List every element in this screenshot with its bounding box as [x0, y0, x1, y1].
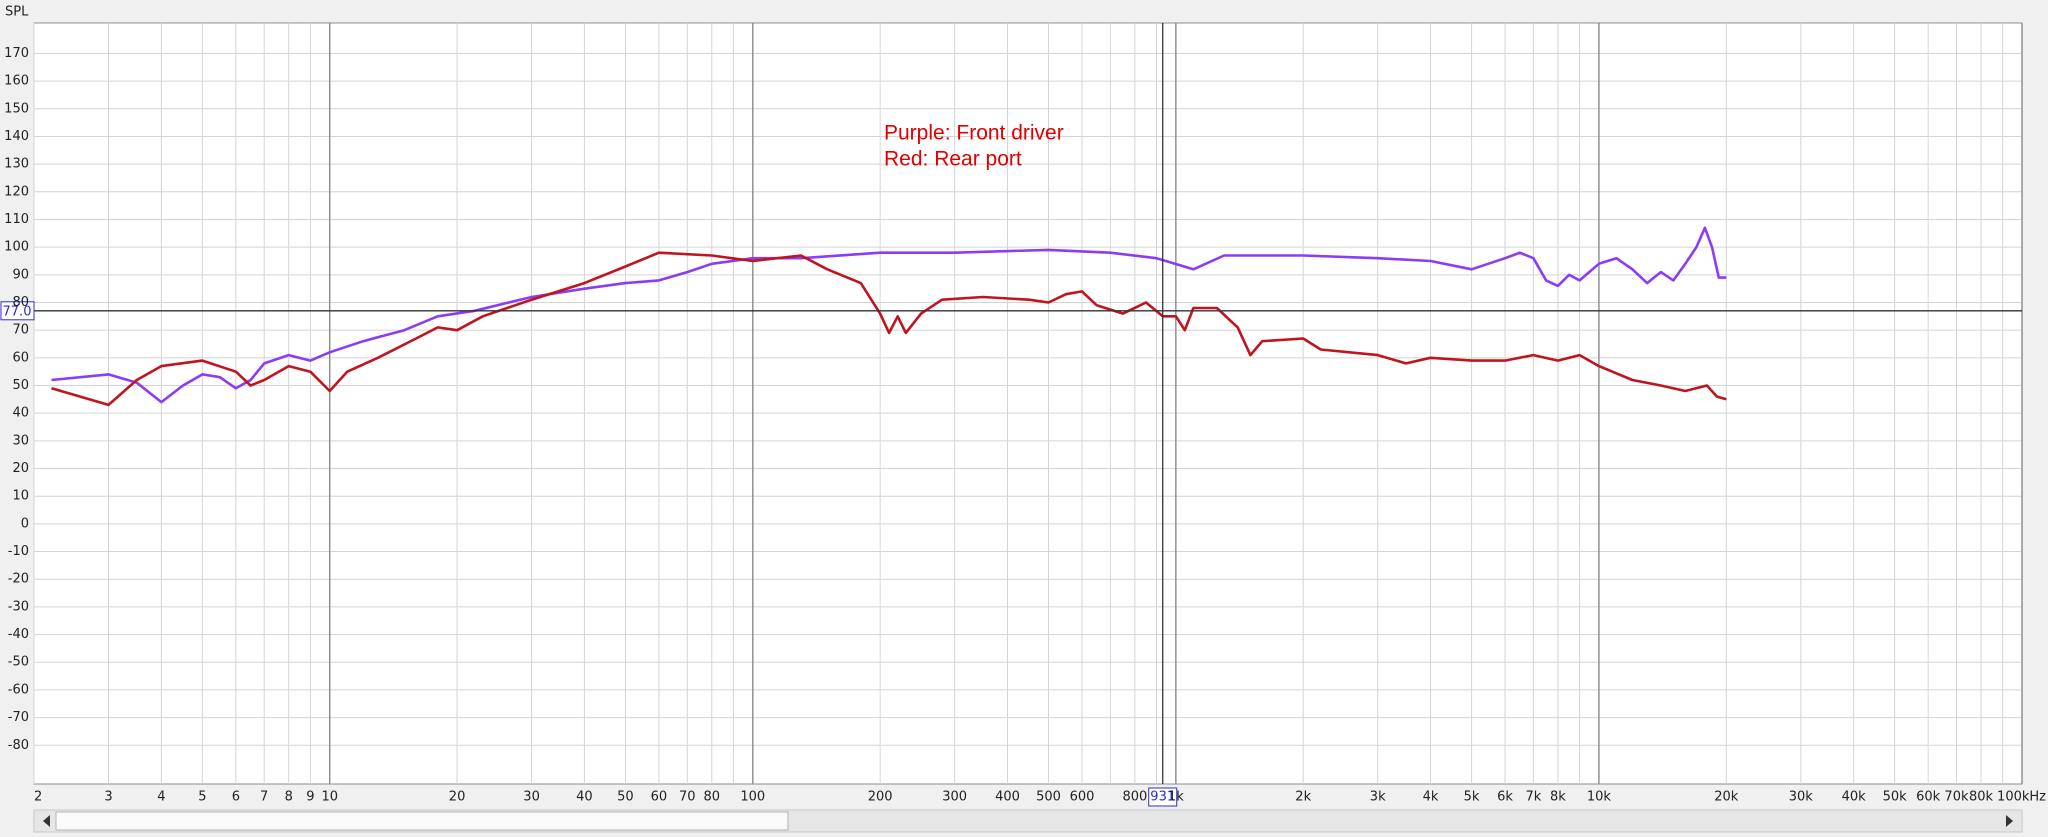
y-tick-label: -30 [8, 599, 29, 614]
x-tick-label: 4 [157, 790, 165, 805]
annotation: Purple: Front driver [884, 122, 1064, 145]
x-tick-label: 10 [321, 790, 338, 805]
x-tick-label: 8 [285, 790, 293, 805]
x-tick-label: 5k [1464, 790, 1480, 805]
x-tick-label: 60k [1916, 790, 1941, 805]
x-tick-label: 7k [1525, 790, 1541, 805]
x-tick-label: 70 [679, 790, 696, 805]
x-tick-label: 20k [1714, 790, 1739, 805]
y-tick-label: 30 [12, 433, 29, 448]
x-tick-label: 80k [1969, 790, 1994, 805]
y-tick-label: 80 [12, 295, 29, 310]
y-tick-label: -60 [8, 682, 29, 697]
x-tick-label: 200 [868, 790, 893, 805]
y-tick-label: 140 [4, 129, 29, 144]
grid [33, 23, 2023, 784]
y-tick-label: 160 [4, 74, 29, 89]
y-tick-label: 110 [4, 212, 29, 227]
y-tick-label: -10 [8, 544, 29, 559]
x-tick-label: 9 [306, 790, 314, 805]
y-tick-label: 120 [4, 184, 29, 199]
x-tick-label: 600 [1070, 790, 1095, 805]
y-tick-label: 60 [12, 350, 29, 365]
x-tick-label: 10k [1587, 790, 1612, 805]
series-line [51, 226, 1727, 404]
x-tick-label: 800 [1122, 790, 1147, 805]
x-tick-label: 3 [104, 790, 112, 805]
chart-title: SPL [5, 5, 29, 20]
y-tick-label: 40 [12, 406, 29, 421]
x-tick-label: 30 [523, 790, 540, 805]
x-tick-label: 6k [1497, 790, 1513, 805]
cursor-label: 77.0 [3, 304, 32, 319]
x-tick-label: 40 [576, 790, 593, 805]
scroll-left[interactable] [43, 815, 50, 827]
x-tick-label: 500 [1036, 790, 1061, 805]
x-tick-label: 3k [1370, 790, 1386, 805]
annotation: Red: Rear port [884, 148, 1022, 171]
cursor-label: 931 [1150, 790, 1175, 805]
y-tick-label: 90 [12, 267, 29, 282]
overlay: 77.0 931 Purple: Front driver Red: Rear por… [0, 23, 2022, 807]
y-tick-label: 50 [12, 378, 29, 393]
scroll-right[interactable] [2006, 815, 2013, 827]
x-tick-label: 400 [995, 790, 1020, 805]
x-tick-label: 2k [1295, 790, 1311, 805]
y-tick-label: -40 [8, 627, 29, 642]
x-tick-label: 100 [740, 790, 765, 805]
series-line [51, 251, 1727, 407]
x-tick-label: 70k [1944, 790, 1969, 805]
cursor-box [1148, 787, 1178, 807]
y-tick-label: 20 [12, 461, 29, 476]
x-tick-label: 1k [1168, 790, 1184, 805]
x-tick-label: 60 [651, 790, 668, 805]
y-tick-label: 170 [4, 46, 29, 61]
y-tick-label: -70 [8, 710, 29, 725]
x-tick-label: 300 [942, 790, 967, 805]
y-tick-label: 70 [12, 323, 29, 338]
x-tick-label: 50k [1883, 790, 1908, 805]
y-tick-label: 150 [4, 101, 29, 116]
y-tick-label: -50 [8, 655, 29, 670]
x-tick-label: 7 [260, 790, 268, 805]
y-tick-label: -20 [8, 572, 29, 587]
y-tick-label: 100 [4, 240, 29, 255]
x-tick-label: 5 [198, 790, 206, 805]
scrollbar-thumb[interactable] [55, 811, 789, 831]
plot-area [33, 22, 2023, 785]
x-tick-label: 2 [34, 790, 42, 805]
y-tick-label: -80 [8, 738, 29, 753]
lines [51, 226, 1727, 407]
x-tick-label: 20 [449, 790, 466, 805]
x-tick-label: 8k [1550, 790, 1566, 805]
x-tick-label: 40k [1842, 790, 1867, 805]
x-tick-label: 6 [232, 790, 240, 805]
x-tick-label: 80 [704, 790, 721, 805]
y-tick-label: 130 [4, 157, 29, 172]
cursor-box [0, 301, 35, 321]
x-tick-label: 30k [1789, 790, 1814, 805]
x-tick-label: 50 [617, 790, 634, 805]
y-tick-label: 0 [21, 516, 29, 531]
y-tick-label: 10 [12, 489, 29, 504]
x-tick-label: 4k [1423, 790, 1439, 805]
x-tick-label: 100kHz [1997, 790, 2046, 805]
